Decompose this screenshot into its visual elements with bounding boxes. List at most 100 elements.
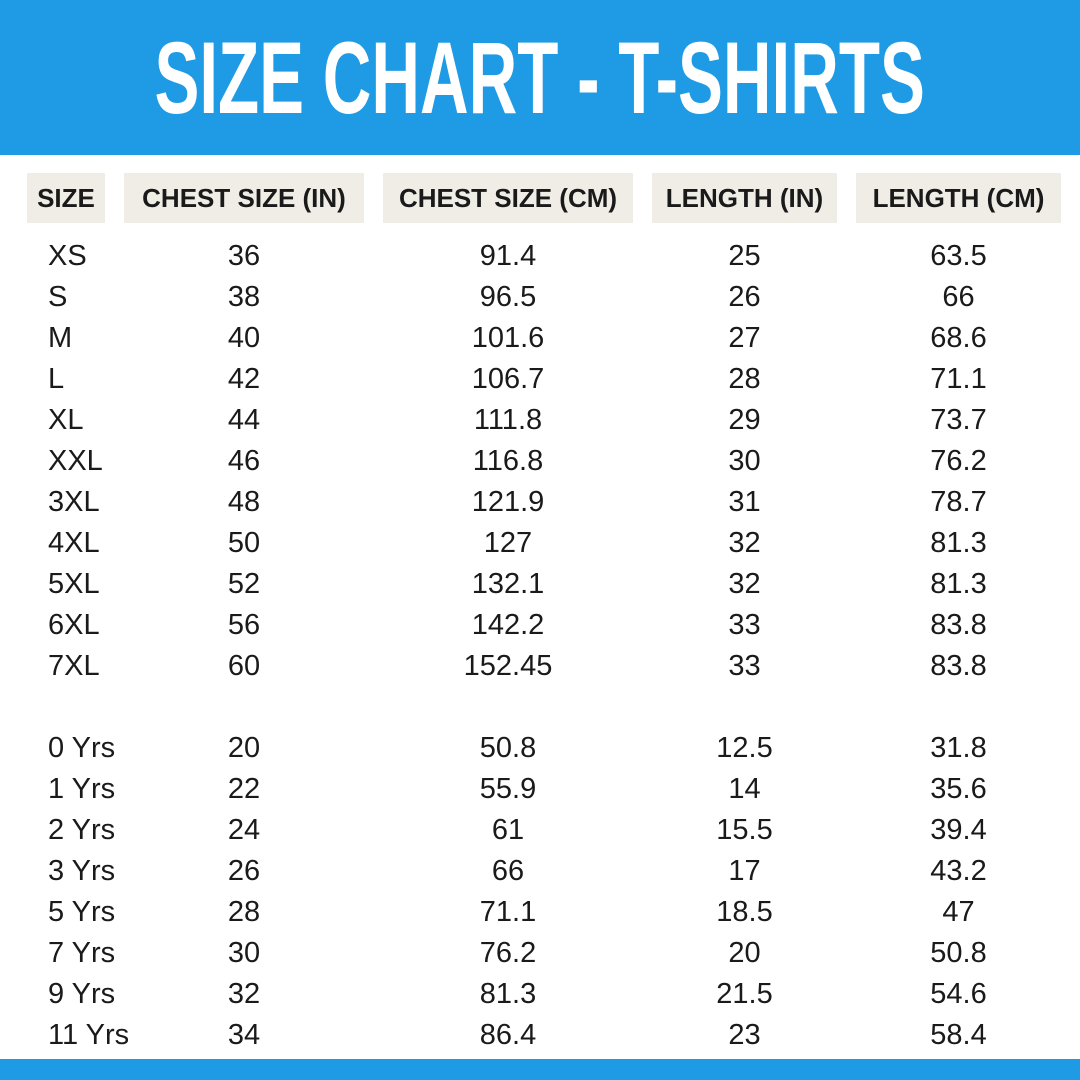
value-cell: 68.6: [930, 322, 987, 354]
value-cell: 56: [227, 609, 261, 641]
value-cell: 73.7: [930, 404, 987, 436]
table-row: XL 44 111.8 29 73.7: [27, 400, 1061, 441]
size-label-cell: 9 Yrs: [48, 978, 116, 1010]
value-cell: 33: [728, 650, 761, 682]
size-label-cell: 7 Yrs: [48, 937, 116, 969]
value-cell: 76.2: [930, 445, 987, 477]
column-header-size: SIZE: [27, 173, 105, 223]
value-cell: 127: [483, 527, 533, 559]
table-row: 4XL 50 127 32 81.3: [27, 523, 1061, 564]
value-cell: 28: [227, 896, 261, 928]
value-cell: 15.5: [716, 814, 773, 846]
value-cell: 30: [728, 445, 761, 477]
value-cell: 58.4: [930, 1019, 987, 1051]
value-cell: 66: [491, 855, 525, 887]
page-title: SIZE CHART - T-SHIRTS: [154, 20, 926, 135]
size-label-cell: 3 Yrs: [48, 855, 116, 887]
value-cell: 32: [227, 978, 261, 1010]
table-header-row: SIZE CHEST SIZE (IN) CHEST SIZE (CM) LEN…: [27, 173, 1061, 223]
value-cell: 39.4: [930, 814, 987, 846]
table-row: L 42 106.7 28 71.1: [27, 359, 1061, 400]
table-row: 3XL 48 121.9 31 78.7: [27, 482, 1061, 523]
table-row: S 38 96.5 26 66: [27, 277, 1061, 318]
size-label-cell: 4XL: [48, 527, 100, 559]
value-cell: 33: [728, 609, 761, 641]
value-cell: 132.1: [471, 568, 545, 600]
value-cell: 31: [728, 486, 761, 518]
value-cell: 61: [491, 814, 525, 846]
size-label-cell: 5 Yrs: [48, 896, 116, 928]
value-cell: 106.7: [471, 363, 545, 395]
footer-accent-bar: [0, 1059, 1080, 1080]
value-cell: 152.45: [463, 650, 553, 682]
value-cell: 81.3: [930, 527, 987, 559]
column-header-chest-cm: CHEST SIZE (CM): [383, 173, 633, 223]
size-label-cell: XL: [48, 404, 84, 436]
value-cell: 121.9: [471, 486, 545, 518]
value-cell: 52: [227, 568, 261, 600]
size-label-cell: 1 Yrs: [48, 773, 116, 805]
table-row: 9 Yrs 32 81.3 21.5 54.6: [27, 974, 1061, 1015]
table-row: 3 Yrs 26 66 17 43.2: [27, 851, 1061, 892]
value-cell: 26: [728, 281, 761, 313]
value-cell: 47: [942, 896, 975, 928]
value-cell: 46: [227, 445, 261, 477]
value-cell: 60: [227, 650, 261, 682]
value-cell: 17: [728, 855, 761, 887]
value-cell: 50.8: [930, 937, 987, 969]
value-cell: 40: [227, 322, 261, 354]
value-cell: 22: [227, 773, 261, 805]
value-cell: 14: [728, 773, 761, 805]
value-cell: 31.8: [930, 732, 987, 764]
value-cell: 34: [227, 1019, 261, 1051]
value-cell: 43.2: [930, 855, 987, 887]
size-label-cell: S: [48, 281, 68, 313]
table-row: 6XL 56 142.2 33 83.8: [27, 605, 1061, 646]
value-cell: 142.2: [471, 609, 545, 641]
value-cell: 32: [728, 527, 761, 559]
value-cell: 36: [227, 240, 261, 272]
value-cell: 21.5: [716, 978, 773, 1010]
value-cell: 38: [227, 281, 261, 313]
column-header-chest-in: CHEST SIZE (IN): [124, 173, 364, 223]
value-cell: 91.4: [479, 240, 537, 272]
table-row: 7 Yrs 30 76.2 20 50.8: [27, 933, 1061, 974]
value-cell: 83.8: [930, 650, 987, 682]
value-cell: 50: [227, 527, 261, 559]
value-cell: 66: [942, 281, 975, 313]
value-cell: 81.3: [930, 568, 987, 600]
size-chart-table: SIZE CHEST SIZE (IN) CHEST SIZE (CM) LEN…: [27, 173, 1061, 1056]
size-label-cell: 6XL: [48, 609, 100, 641]
column-header-length-in: LENGTH (IN): [652, 173, 837, 223]
value-cell: 48: [227, 486, 261, 518]
value-cell: 78.7: [930, 486, 987, 518]
size-label-cell: 5XL: [48, 568, 100, 600]
size-label-cell: 0 Yrs: [48, 732, 116, 764]
value-cell: 101.6: [471, 322, 545, 354]
value-cell: 116.8: [472, 445, 544, 477]
value-cell: 76.2: [479, 937, 537, 969]
value-cell: 55.9: [479, 773, 537, 805]
size-label-cell: XXL: [48, 445, 103, 477]
adult-sizes-section: XS 36 91.4 25 63.5 S 38 96.5 26 66 M 40 101.6 27 68.6 L…: [27, 236, 1061, 687]
value-cell: 23: [728, 1019, 761, 1051]
value-cell: 71.1: [479, 896, 537, 928]
value-cell: 12.5: [716, 732, 773, 764]
table-row: 5 Yrs 28 71.1 18.5 47: [27, 892, 1061, 933]
value-cell: 111.8: [473, 404, 543, 436]
table-row: 11 Yrs 34 86.4 23 58.4: [27, 1015, 1061, 1056]
value-cell: 30: [227, 937, 261, 969]
value-cell: 86.4: [479, 1019, 537, 1051]
value-cell: 35.6: [930, 773, 987, 805]
title-banner: SIZE CHART - T-SHIRTS: [0, 0, 1080, 155]
table-row: M 40 101.6 27 68.6: [27, 318, 1061, 359]
table-row: XS 36 91.4 25 63.5: [27, 236, 1061, 277]
column-header-length-cm: LENGTH (CM): [856, 173, 1061, 223]
table-row: 0 Yrs 20 50.8 12.5 31.8: [27, 728, 1061, 769]
value-cell: 24: [227, 814, 261, 846]
value-cell: 20: [227, 732, 261, 764]
kids-sizes-section: 0 Yrs 20 50.8 12.5 31.8 1 Yrs 22 55.9 14 35.6 2 Yr…: [27, 728, 1061, 1056]
table-row: 7XL 60 152.45 33 83.8: [27, 646, 1061, 687]
size-label-cell: 11 Yrs: [48, 1019, 130, 1051]
value-cell: 20: [728, 937, 761, 969]
